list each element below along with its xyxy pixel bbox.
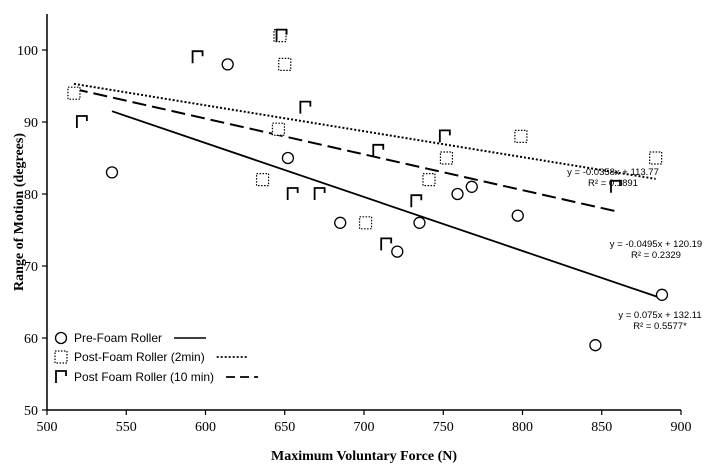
data-point-series-1 xyxy=(413,216,426,229)
marker-bracket xyxy=(438,129,451,143)
data-point-series-3 xyxy=(275,28,288,42)
y-tick-label: 50 xyxy=(24,404,38,419)
data-point-series-3 xyxy=(75,115,88,128)
data-point-series-3 xyxy=(313,187,326,200)
data-point-series-1 xyxy=(391,245,404,258)
marker-bracket xyxy=(55,370,67,383)
marker-bracket xyxy=(191,50,204,64)
data-point-series-2 xyxy=(278,57,292,72)
data-point-series-1 xyxy=(511,209,524,222)
x-tick-label: 650 xyxy=(274,420,295,435)
data-point-series-3 xyxy=(299,100,312,114)
x-tick-label: 700 xyxy=(354,420,375,435)
data-point-series-1 xyxy=(451,187,464,201)
x-tick-label: 900 xyxy=(671,420,692,435)
marker-bracket xyxy=(299,100,312,114)
legend-marker-3 xyxy=(55,370,67,383)
x-tick-label: 800 xyxy=(512,420,533,435)
data-point-series-2 xyxy=(514,129,528,143)
legend-marker-2 xyxy=(54,350,68,364)
data-point-series-3 xyxy=(410,194,423,208)
data-point-series-1 xyxy=(465,180,478,193)
y-axis-ticks: 50 60 70 80 90 100 xyxy=(17,44,47,419)
data-point-series-1 xyxy=(334,216,347,229)
marker-bracket xyxy=(286,187,299,200)
equation-series-3: y = -0.0495x + 120.19 xyxy=(610,239,702,250)
x-tick-label: 500 xyxy=(37,420,58,435)
legend-label-1: Pre-Foam Roller xyxy=(74,331,162,345)
marker-bracket xyxy=(275,28,288,42)
data-points xyxy=(67,28,669,352)
data-point-series-1 xyxy=(221,58,234,71)
legend-marker-1 xyxy=(54,331,68,345)
data-point-series-1 xyxy=(589,339,602,352)
marker-bracket xyxy=(313,187,326,200)
x-axis-ticks: 500 550 600 650 700 750 800 850 900 xyxy=(37,410,692,435)
data-point-series-1 xyxy=(655,288,669,301)
data-point-series-3 xyxy=(380,237,393,251)
trendline-series-3 xyxy=(73,87,617,213)
y-tick-label: 100 xyxy=(17,44,38,59)
y-axis-title: Range of Motion (degrees) xyxy=(12,133,27,291)
data-point-series-2 xyxy=(67,86,81,100)
legend: Pre-Foam Roller Post-Foam Roller (2min) Po… xyxy=(54,331,259,384)
data-point-series-2 xyxy=(422,173,436,187)
data-point-series-2 xyxy=(358,216,373,230)
r-squared-series-2: R² = 0.1891 xyxy=(588,178,638,189)
marker-bracket xyxy=(610,179,622,193)
marker-bracket xyxy=(372,143,385,157)
data-point-series-2 xyxy=(255,173,270,187)
x-tick-label: 850 xyxy=(591,420,612,435)
trendline-series-1 xyxy=(111,110,663,300)
marker-bracket xyxy=(75,115,88,128)
trendline-series-2 xyxy=(73,82,656,180)
x-tick-label: 550 xyxy=(116,420,137,435)
legend-label-3: Post Foam Roller (10 min) xyxy=(74,370,214,384)
x-axis-title: Maximum Voluntary Force (N) xyxy=(271,449,457,464)
trendlines xyxy=(73,82,663,300)
r-squared-series-1: R² = 0.5577* xyxy=(633,321,687,332)
equation-series-1: y = 0.075x + 132.11 xyxy=(618,310,701,321)
data-point-series-2 xyxy=(439,151,454,165)
data-point-series-3 xyxy=(191,50,204,64)
data-point-series-3 xyxy=(286,187,299,200)
marker-bracket xyxy=(380,237,393,251)
data-point-series-3 xyxy=(610,179,622,193)
legend-label-2: Post-Foam Roller (2min) xyxy=(74,350,205,364)
data-point-series-2 xyxy=(271,122,286,136)
plot-area: 500 550 600 650 700 750 800 850 900 50 60 70 80 90 10… xyxy=(17,14,702,435)
marker-bracket xyxy=(410,194,423,208)
x-tick-label: 600 xyxy=(195,420,216,435)
data-point-series-1 xyxy=(105,166,119,179)
x-tick-label: 750 xyxy=(433,420,454,435)
data-point-series-3 xyxy=(372,143,385,157)
equation-series-2: y = -0.0358x + 113.77 xyxy=(567,167,659,178)
y-tick-label: 90 xyxy=(24,116,38,131)
r-squared-series-3: R² = 0.2329 xyxy=(631,250,681,261)
data-point-series-2 xyxy=(649,151,663,165)
y-tick-label: 80 xyxy=(24,188,38,203)
y-tick-label: 60 xyxy=(24,332,38,347)
y-tick-label: 70 xyxy=(24,260,38,275)
data-point-series-3 xyxy=(438,129,451,143)
data-point-series-1 xyxy=(281,151,295,165)
